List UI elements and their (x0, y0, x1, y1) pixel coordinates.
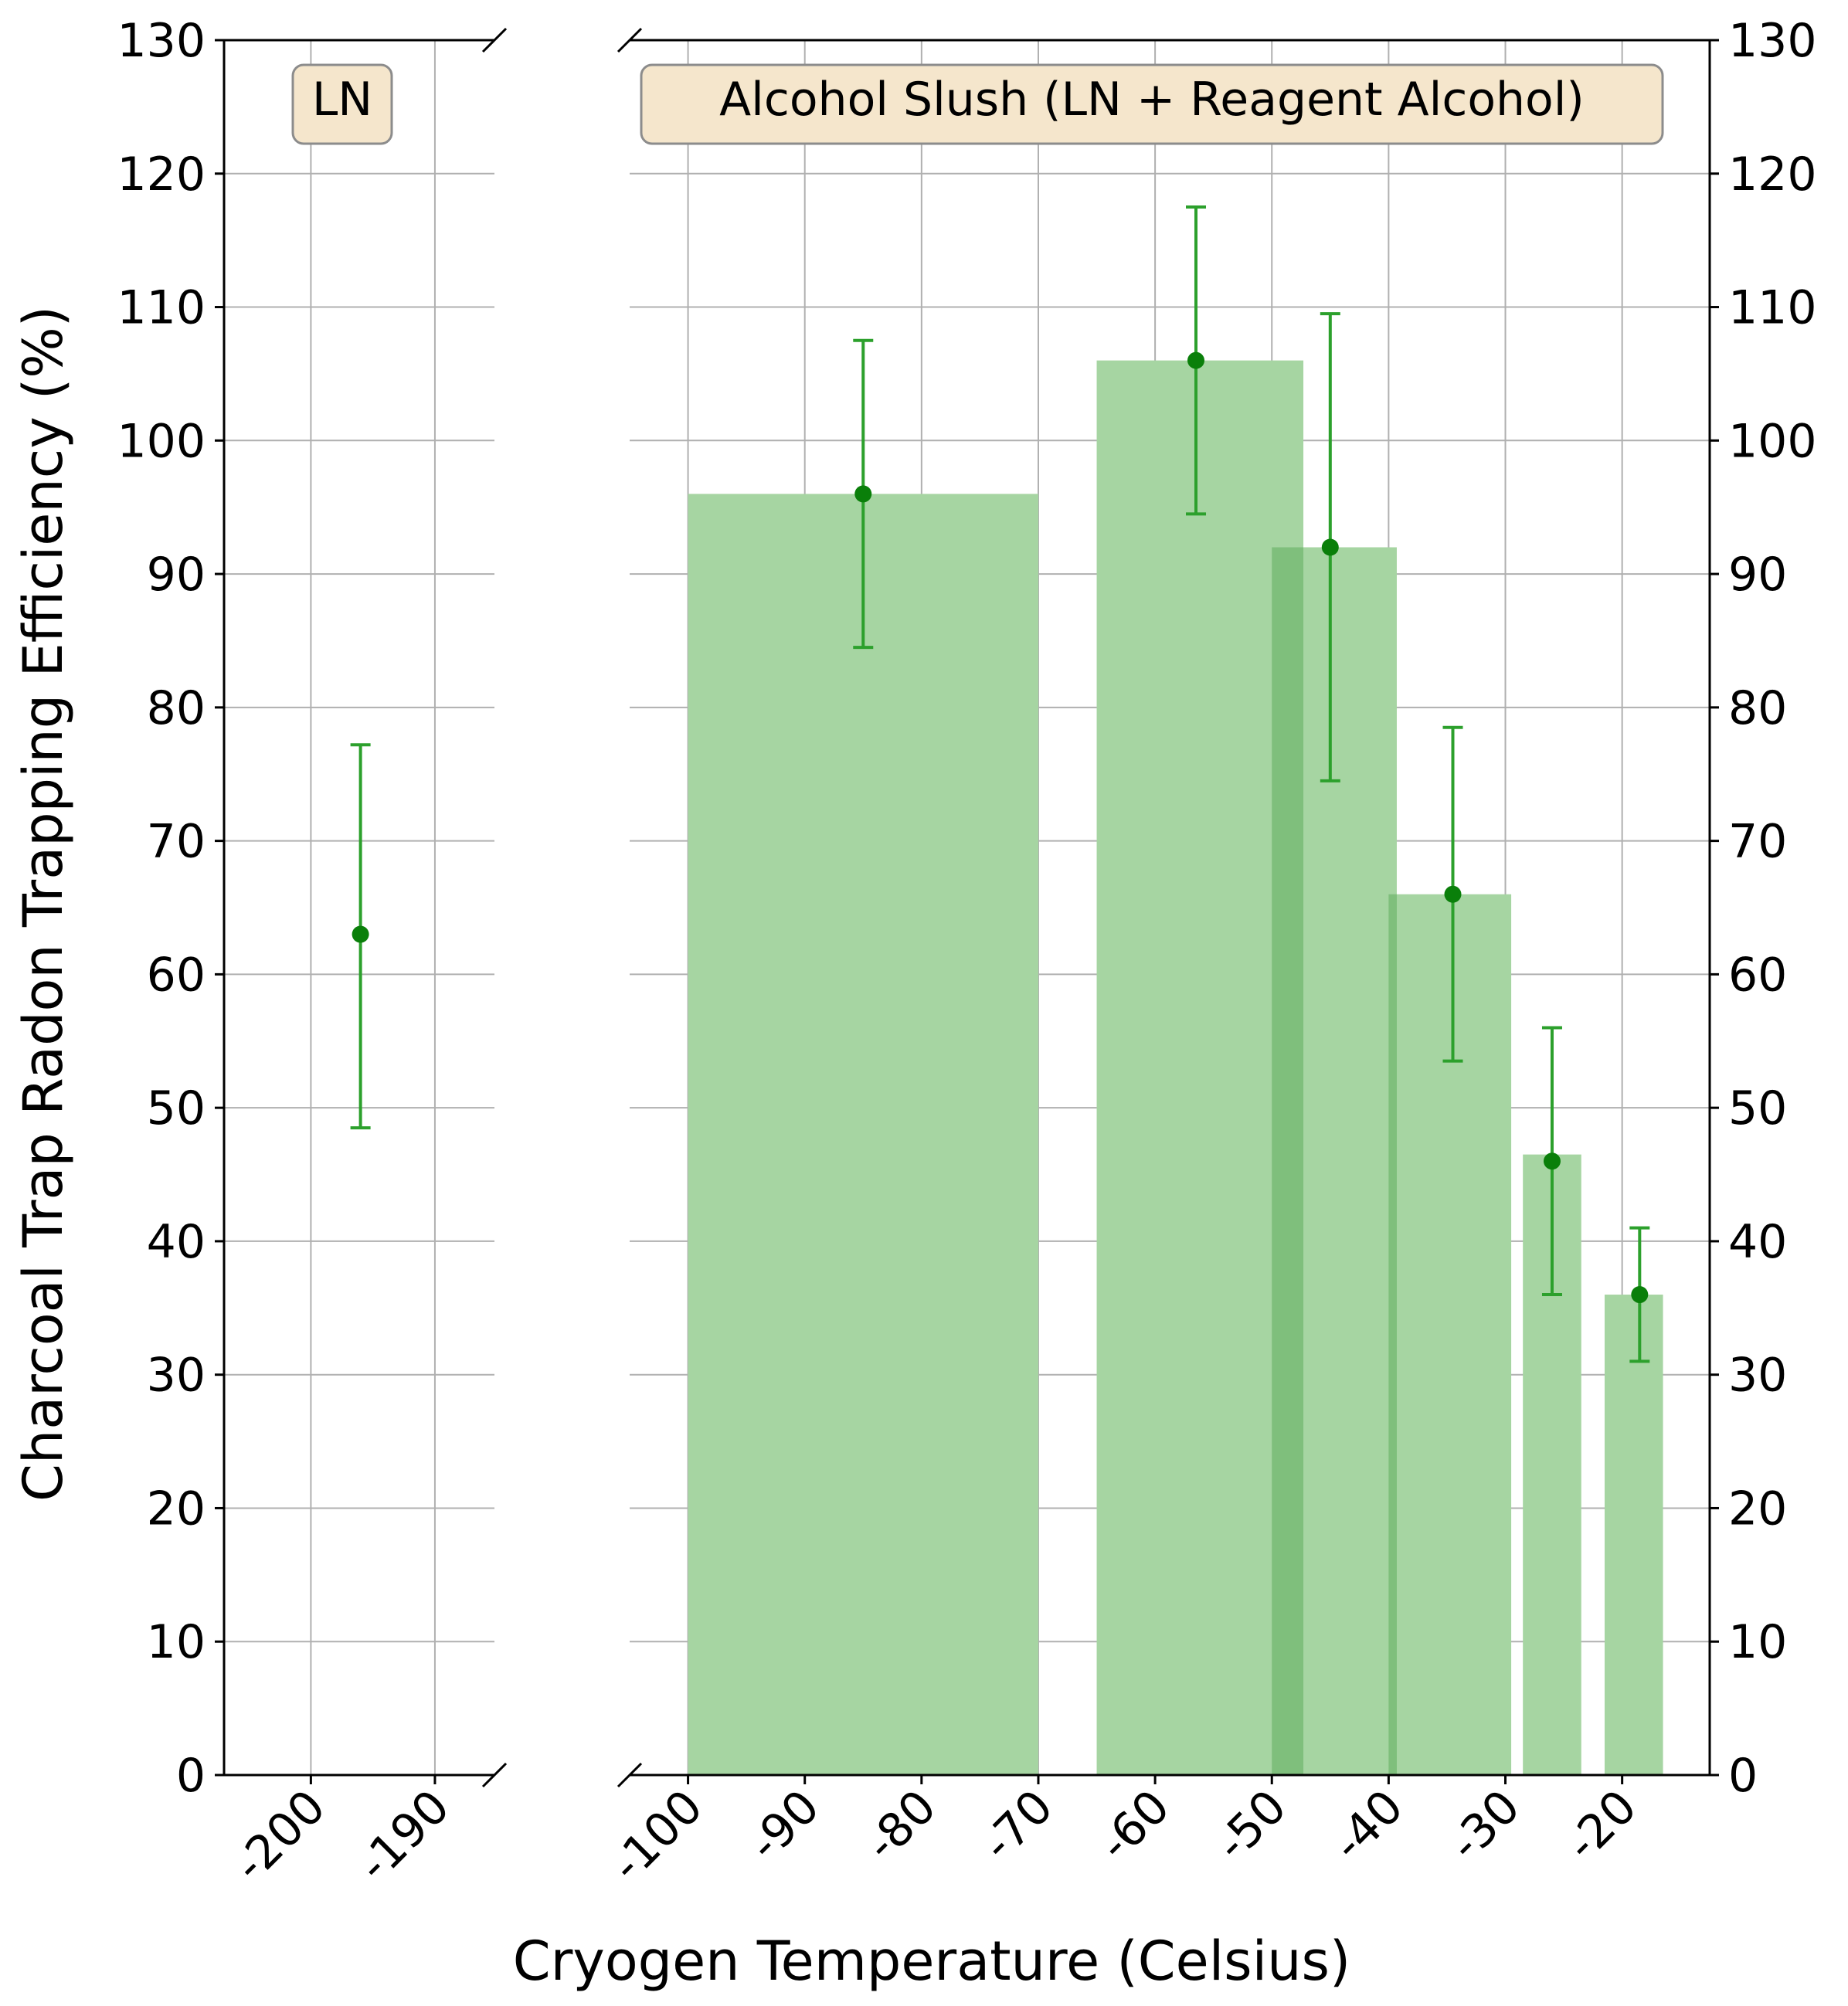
y-tick-label-left: 20 (147, 1482, 206, 1536)
points-layer (350, 205, 1650, 1363)
data-point-group (350, 743, 371, 1130)
y-axis-label: Charcoal Trap Radon Trapping Efficiency … (12, 306, 75, 1502)
axis-break-mark (481, 1762, 508, 1788)
y-tick-label-right: 90 (1728, 548, 1787, 602)
axis-break-mark (617, 1762, 643, 1788)
y-tick-label-right: 130 (1728, 14, 1817, 68)
x-tick-label: -20 (1555, 1780, 1647, 1872)
y-tick-label-left: 70 (147, 815, 206, 869)
panel-labels-layer: LN Alcohol Slush (LN + Reagent Alcohol) (291, 63, 1664, 145)
y-tick-label-left: 0 (176, 1749, 206, 1803)
data-point-group (1186, 205, 1207, 516)
bars-layer (688, 360, 1663, 1776)
y-tick-label-right: 120 (1728, 148, 1817, 202)
x-tick-label: -100 (600, 1780, 713, 1892)
x-tick-label: -200 (223, 1780, 336, 1892)
x-tick-label: -30 (1439, 1780, 1530, 1872)
y-tick-label-right: 100 (1728, 414, 1817, 468)
axes-layer (223, 27, 1711, 1788)
y-tick-label-right: 20 (1728, 1482, 1787, 1536)
x-tick-label: -190 (348, 1780, 460, 1892)
data-point-group (1320, 312, 1340, 782)
x-tick-label: -60 (1089, 1780, 1180, 1872)
bar (1604, 1295, 1663, 1775)
panel-label-box (640, 63, 1664, 145)
data-point (352, 925, 369, 943)
y-tick-label-right: 80 (1728, 681, 1787, 735)
data-point (1543, 1152, 1561, 1170)
y-tick-label-right: 40 (1728, 1215, 1787, 1269)
bar-overlap (1388, 894, 1397, 1775)
data-point-group (1629, 1226, 1650, 1363)
panel-label-box (291, 63, 393, 145)
y-tick-label-left: 130 (117, 14, 206, 68)
data-point-group (1442, 725, 1463, 1063)
y-tick-label-left: 60 (147, 948, 206, 1002)
y-tick-label-right: 70 (1728, 815, 1787, 869)
bar (1096, 360, 1304, 1776)
panel-label: LN (312, 73, 372, 127)
bar (688, 494, 1038, 1775)
axis-break-mark (481, 27, 508, 53)
data-point (1631, 1286, 1649, 1304)
y-tick-label-left: 110 (117, 281, 206, 335)
panel-label: Alcohol Slush (LN + Reagent Alcohol) (719, 73, 1585, 127)
x-tick-label: -70 (972, 1780, 1064, 1872)
y-tick-label-right: 110 (1728, 281, 1817, 335)
data-point (854, 485, 872, 503)
y-tick-label-left: 50 (147, 1081, 206, 1135)
y-tick-label-left: 10 (147, 1615, 206, 1669)
x-axis-label: Cryogen Temperature (Celsius) (513, 1930, 1350, 1993)
x-tick-label: -50 (1205, 1780, 1297, 1872)
axis-break-mark (617, 27, 643, 53)
y-tick-label-left: 80 (147, 681, 206, 735)
y-tick-label-left: 90 (147, 548, 206, 602)
y-tick-label-right: 10 (1728, 1615, 1787, 1669)
bar (1388, 894, 1512, 1775)
data-point-group (1541, 1026, 1562, 1297)
y-tick-label-right: 30 (1728, 1349, 1787, 1403)
data-point (1187, 351, 1205, 369)
data-point (1321, 538, 1339, 556)
data-point (1444, 885, 1462, 903)
y-tick-label-right: 60 (1728, 948, 1787, 1002)
data-point-group (853, 338, 874, 650)
x-tick-label: -80 (855, 1780, 947, 1872)
x-tick-label: -40 (1322, 1780, 1414, 1872)
x-tick-label: -90 (739, 1780, 831, 1872)
bar-overlap (1272, 547, 1304, 1775)
y-tick-label-left: 30 (147, 1349, 206, 1403)
y-tick-label-left: 120 (117, 148, 206, 202)
y-tick-label-right: 0 (1728, 1749, 1758, 1803)
y-tick-label-left: 40 (147, 1215, 206, 1269)
y-tick-label-left: 100 (117, 414, 206, 468)
y-tick-label-right: 50 (1728, 1081, 1787, 1135)
